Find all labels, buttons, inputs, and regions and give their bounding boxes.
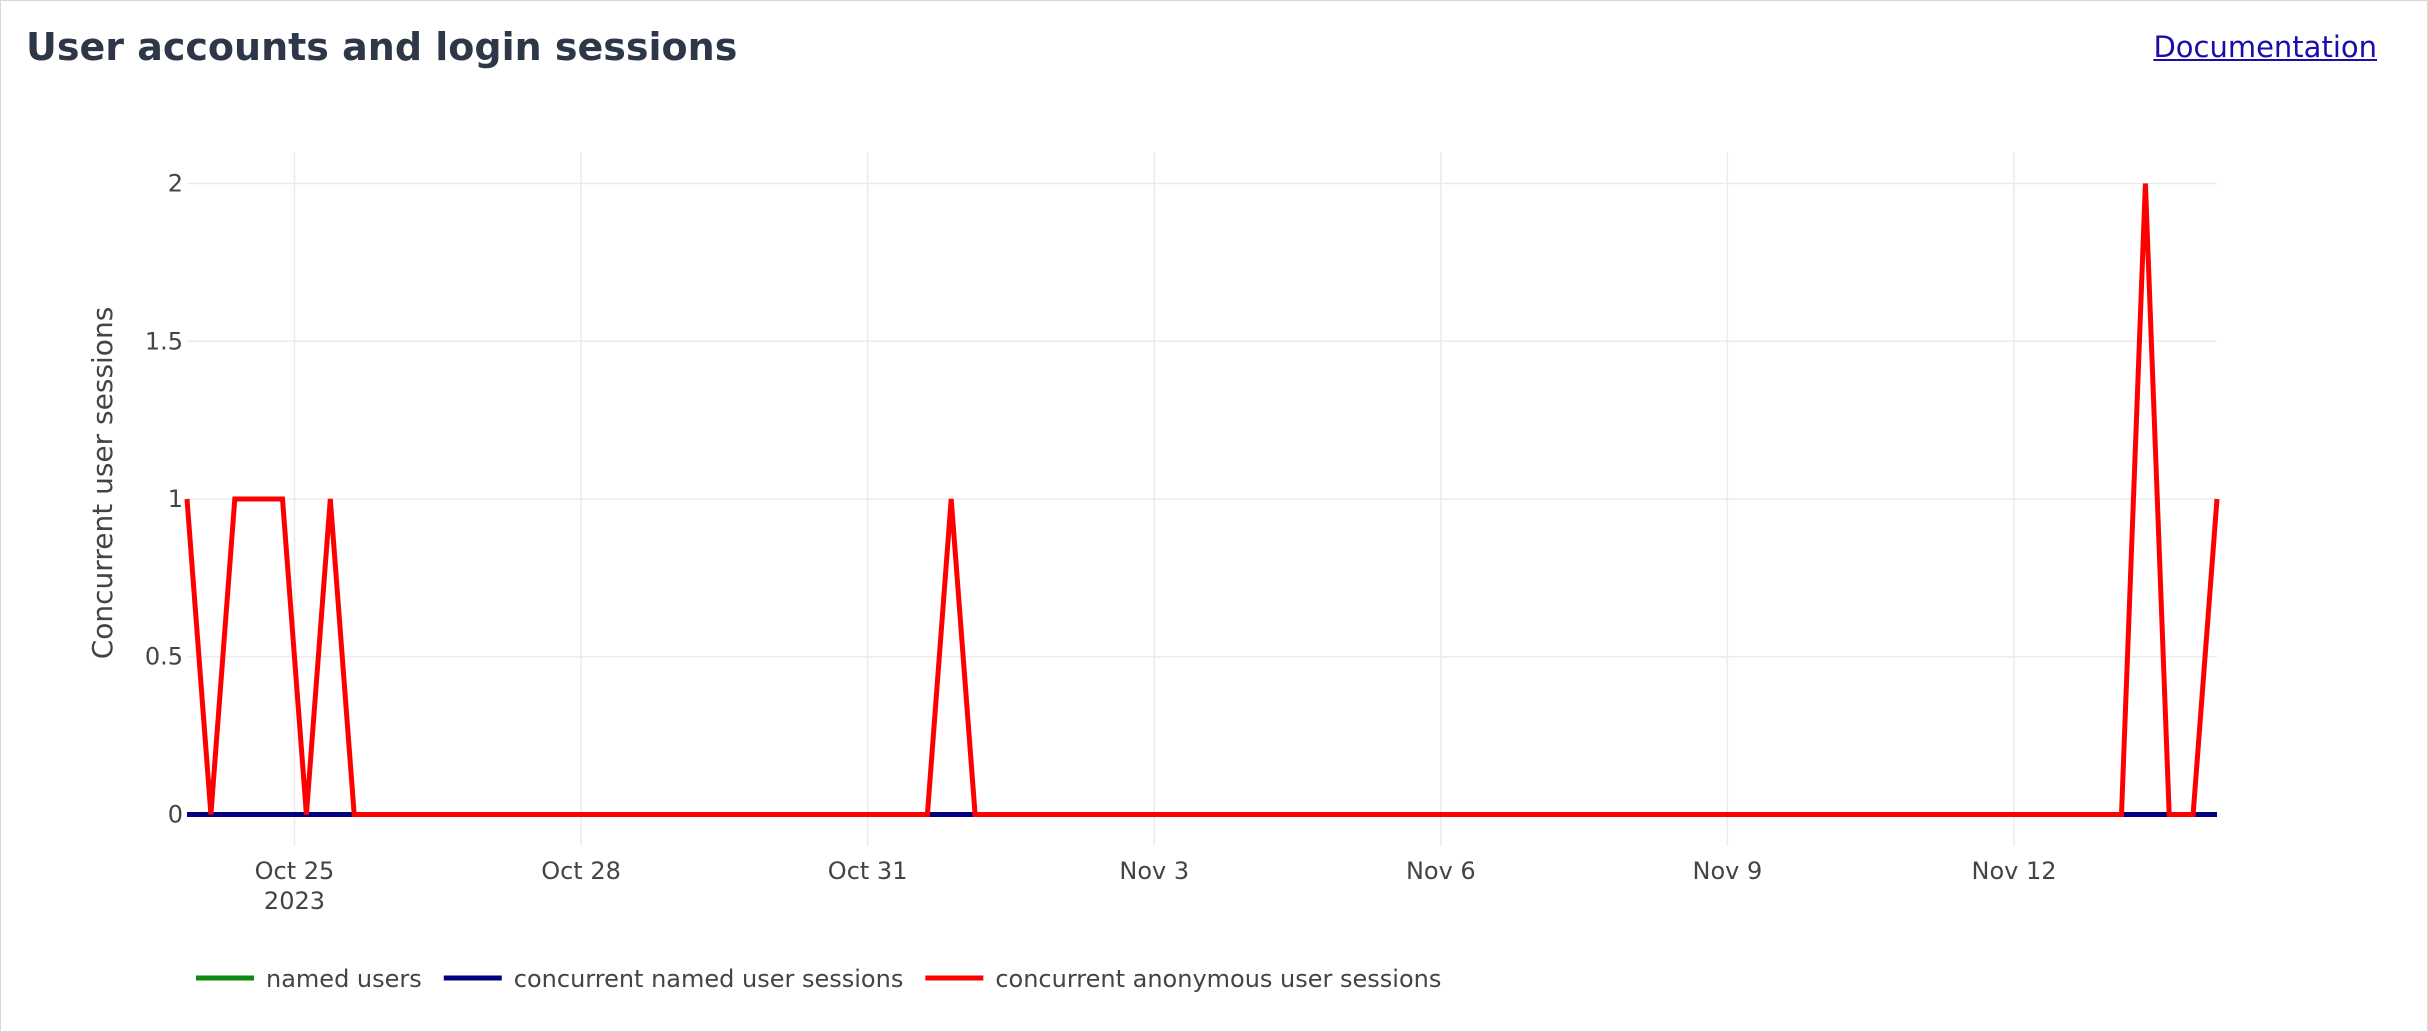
series-line: [184, 183, 2220, 817]
y-tick-label: 0: [168, 800, 183, 828]
x-tick-label: Oct 31: [828, 857, 908, 885]
x-tick-label: Nov 6: [1406, 857, 1476, 885]
y-tick-label: 1.5: [145, 327, 183, 355]
series-layer: [184, 183, 2220, 817]
y-tick-label: 1: [168, 485, 183, 513]
x-tick-year-label: 2023: [264, 887, 325, 915]
documentation-link[interactable]: Documentation: [2153, 30, 2377, 64]
page-title: User accounts and login sessions: [26, 25, 738, 69]
x-tick-label: Oct 28: [541, 857, 621, 885]
x-tick-label: Nov 12: [1971, 857, 2056, 885]
y-axis-ticks: 0 0.5 1 1.5 2: [145, 170, 183, 829]
y-axis-title: Concurrent user sessions: [86, 307, 119, 660]
legend-label: concurrent named user sessions: [514, 965, 904, 993]
y-gridlines: [187, 182, 2217, 816]
y-tick-label: 0.5: [145, 643, 183, 671]
x-tick-label: Oct 25: [255, 857, 335, 885]
legend-label: named users: [266, 965, 422, 993]
x-tick-label: Nov 3: [1119, 857, 1189, 885]
x-tick-label: Nov 9: [1693, 857, 1763, 885]
legend: named users concurrent named user session…: [196, 965, 1441, 993]
y-tick-label: 2: [168, 170, 183, 198]
legend-label: concurrent anonymous user sessions: [995, 965, 1441, 993]
